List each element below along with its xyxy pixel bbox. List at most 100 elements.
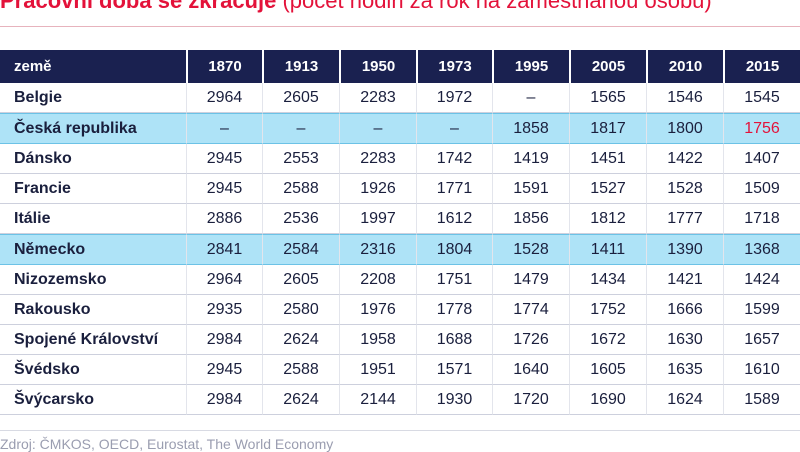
value-cell: 2553 xyxy=(262,144,339,174)
table-row: Spojené Království 2984 2624 1958 1688 1726 16… xyxy=(0,325,800,355)
source-divider xyxy=(0,430,800,431)
value-cell: 1751 xyxy=(416,265,492,295)
column-header-year: 2010 xyxy=(646,50,723,83)
table-row: Dánsko 2945 2553 2283 1742 1419 1451 1422 1407 xyxy=(0,144,800,174)
column-header-year: 1973 xyxy=(416,50,492,83)
value-cell: 2886 xyxy=(186,204,262,234)
value-cell: 1774 xyxy=(492,295,569,325)
value-cell: 2624 xyxy=(262,325,339,355)
country-cell: Spojené Království xyxy=(0,325,186,355)
value-cell: 1926 xyxy=(339,174,416,204)
value-cell: 1800 xyxy=(646,113,723,144)
value-cell: 2935 xyxy=(186,295,262,325)
table-row: Švédsko 2945 2588 1951 1571 1640 1605 1635 1610 xyxy=(0,355,800,385)
table-body: Belgie 2964 2605 2283 1972–1565 1546 1545 Česká… xyxy=(0,83,800,415)
value-cell: 1434 xyxy=(569,265,646,295)
value-cell: – xyxy=(262,113,339,144)
value-cell: 1612 xyxy=(416,204,492,234)
country-cell: Německo xyxy=(0,234,186,265)
table-row: Francie 2945 2588 1926 1771 1591 1527 1528 1509 xyxy=(0,174,800,204)
title-subtitle: (počet hodin za rok na zaměstnanou osobu… xyxy=(282,0,712,13)
country-cell: Dánsko xyxy=(0,144,186,174)
value-cell: 1479 xyxy=(492,265,569,295)
value-cell: 2984 xyxy=(186,385,262,415)
value-cell: 2964 xyxy=(186,265,262,295)
column-header-country: země xyxy=(0,50,186,83)
value-cell: 2144 xyxy=(339,385,416,415)
value-cell: 1720 xyxy=(492,385,569,415)
value-cell: 1635 xyxy=(646,355,723,385)
value-cell: 2945 xyxy=(186,144,262,174)
value-cell: 1545 xyxy=(723,83,800,113)
value-cell: 1591 xyxy=(492,174,569,204)
value-cell: 1804 xyxy=(416,234,492,265)
value-cell: 1657 xyxy=(723,325,800,355)
column-header-year: 1870 xyxy=(186,50,262,83)
value-cell: 1688 xyxy=(416,325,492,355)
value-cell: 1640 xyxy=(492,355,569,385)
value-cell: 1690 xyxy=(569,385,646,415)
column-header-year: 2005 xyxy=(569,50,646,83)
value-cell: 1527 xyxy=(569,174,646,204)
value-cell: 2945 xyxy=(186,174,262,204)
country-cell: Rakousko xyxy=(0,295,186,325)
value-cell: 1817 xyxy=(569,113,646,144)
table-row: Itálie 2886 2536 1997 1612 1856 1812 1777 1718 xyxy=(0,204,800,234)
title-main: Pracovní doba se zkracuje xyxy=(0,0,277,13)
value-cell: 1930 xyxy=(416,385,492,415)
value-cell: 2536 xyxy=(262,204,339,234)
value-cell: 1976 xyxy=(339,295,416,325)
value-cell: 1599 xyxy=(723,295,800,325)
value-cell: 1407 xyxy=(723,144,800,174)
country-cell: Nizozemsko xyxy=(0,265,186,295)
value-cell: 1610 xyxy=(723,355,800,385)
country-cell: Belgie xyxy=(0,83,186,113)
value-cell: – xyxy=(492,83,569,113)
country-cell: Švýcarsko xyxy=(0,385,186,415)
value-cell: 1422 xyxy=(646,144,723,174)
value-cell: 2283 xyxy=(339,83,416,113)
value-cell: – xyxy=(416,113,492,144)
value-cell: 2605 xyxy=(262,265,339,295)
value-cell: 1390 xyxy=(646,234,723,265)
value-cell: 1777 xyxy=(646,204,723,234)
country-cell: Česká republika xyxy=(0,113,186,144)
value-cell: 1605 xyxy=(569,355,646,385)
value-cell: 1771 xyxy=(416,174,492,204)
value-cell: 1666 xyxy=(646,295,723,325)
value-cell: 1756 xyxy=(723,113,800,144)
value-cell: 1528 xyxy=(492,234,569,265)
header-row: země 1870 1913 1950 1973 1995 2005 2010 2015 xyxy=(0,50,800,83)
value-cell: – xyxy=(186,113,262,144)
value-cell: 2588 xyxy=(262,174,339,204)
value-cell: 1958 xyxy=(339,325,416,355)
source-note: Zdroj: ČMKOS, OECD, Eurostat, The World … xyxy=(0,436,334,452)
value-cell: 2208 xyxy=(339,265,416,295)
table-row: Německo 2841 2584 2316 1804 1528 1411 1390 1368 xyxy=(0,234,800,265)
value-cell: 1589 xyxy=(723,385,800,415)
value-cell: 2584 xyxy=(262,234,339,265)
country-cell: Itálie xyxy=(0,204,186,234)
table-header: země 1870 1913 1950 1973 1995 2005 2010 2015 xyxy=(0,50,800,83)
value-cell: 2984 xyxy=(186,325,262,355)
title-divider xyxy=(0,26,800,27)
value-cell: 2283 xyxy=(339,144,416,174)
value-cell: 1726 xyxy=(492,325,569,355)
value-cell: 1812 xyxy=(569,204,646,234)
value-cell: 1672 xyxy=(569,325,646,355)
value-cell: 1419 xyxy=(492,144,569,174)
page-title: Pracovní doba se zkracuje (počet hodin z… xyxy=(0,0,800,16)
value-cell: 1528 xyxy=(646,174,723,204)
value-cell: 2945 xyxy=(186,355,262,385)
value-cell: 1718 xyxy=(723,204,800,234)
value-cell: 1421 xyxy=(646,265,723,295)
value-cell: 1997 xyxy=(339,204,416,234)
table-row: Česká republika – – – –1858 1817 1800 1756 xyxy=(0,113,800,144)
value-cell: 2588 xyxy=(262,355,339,385)
column-header-year: 1995 xyxy=(492,50,569,83)
value-cell: 1571 xyxy=(416,355,492,385)
value-cell: 1546 xyxy=(646,83,723,113)
table-row: Švýcarsko 2984 2624 2144 1930 1720 1690 1624 158… xyxy=(0,385,800,415)
value-cell: 2580 xyxy=(262,295,339,325)
column-header-year: 1913 xyxy=(262,50,339,83)
